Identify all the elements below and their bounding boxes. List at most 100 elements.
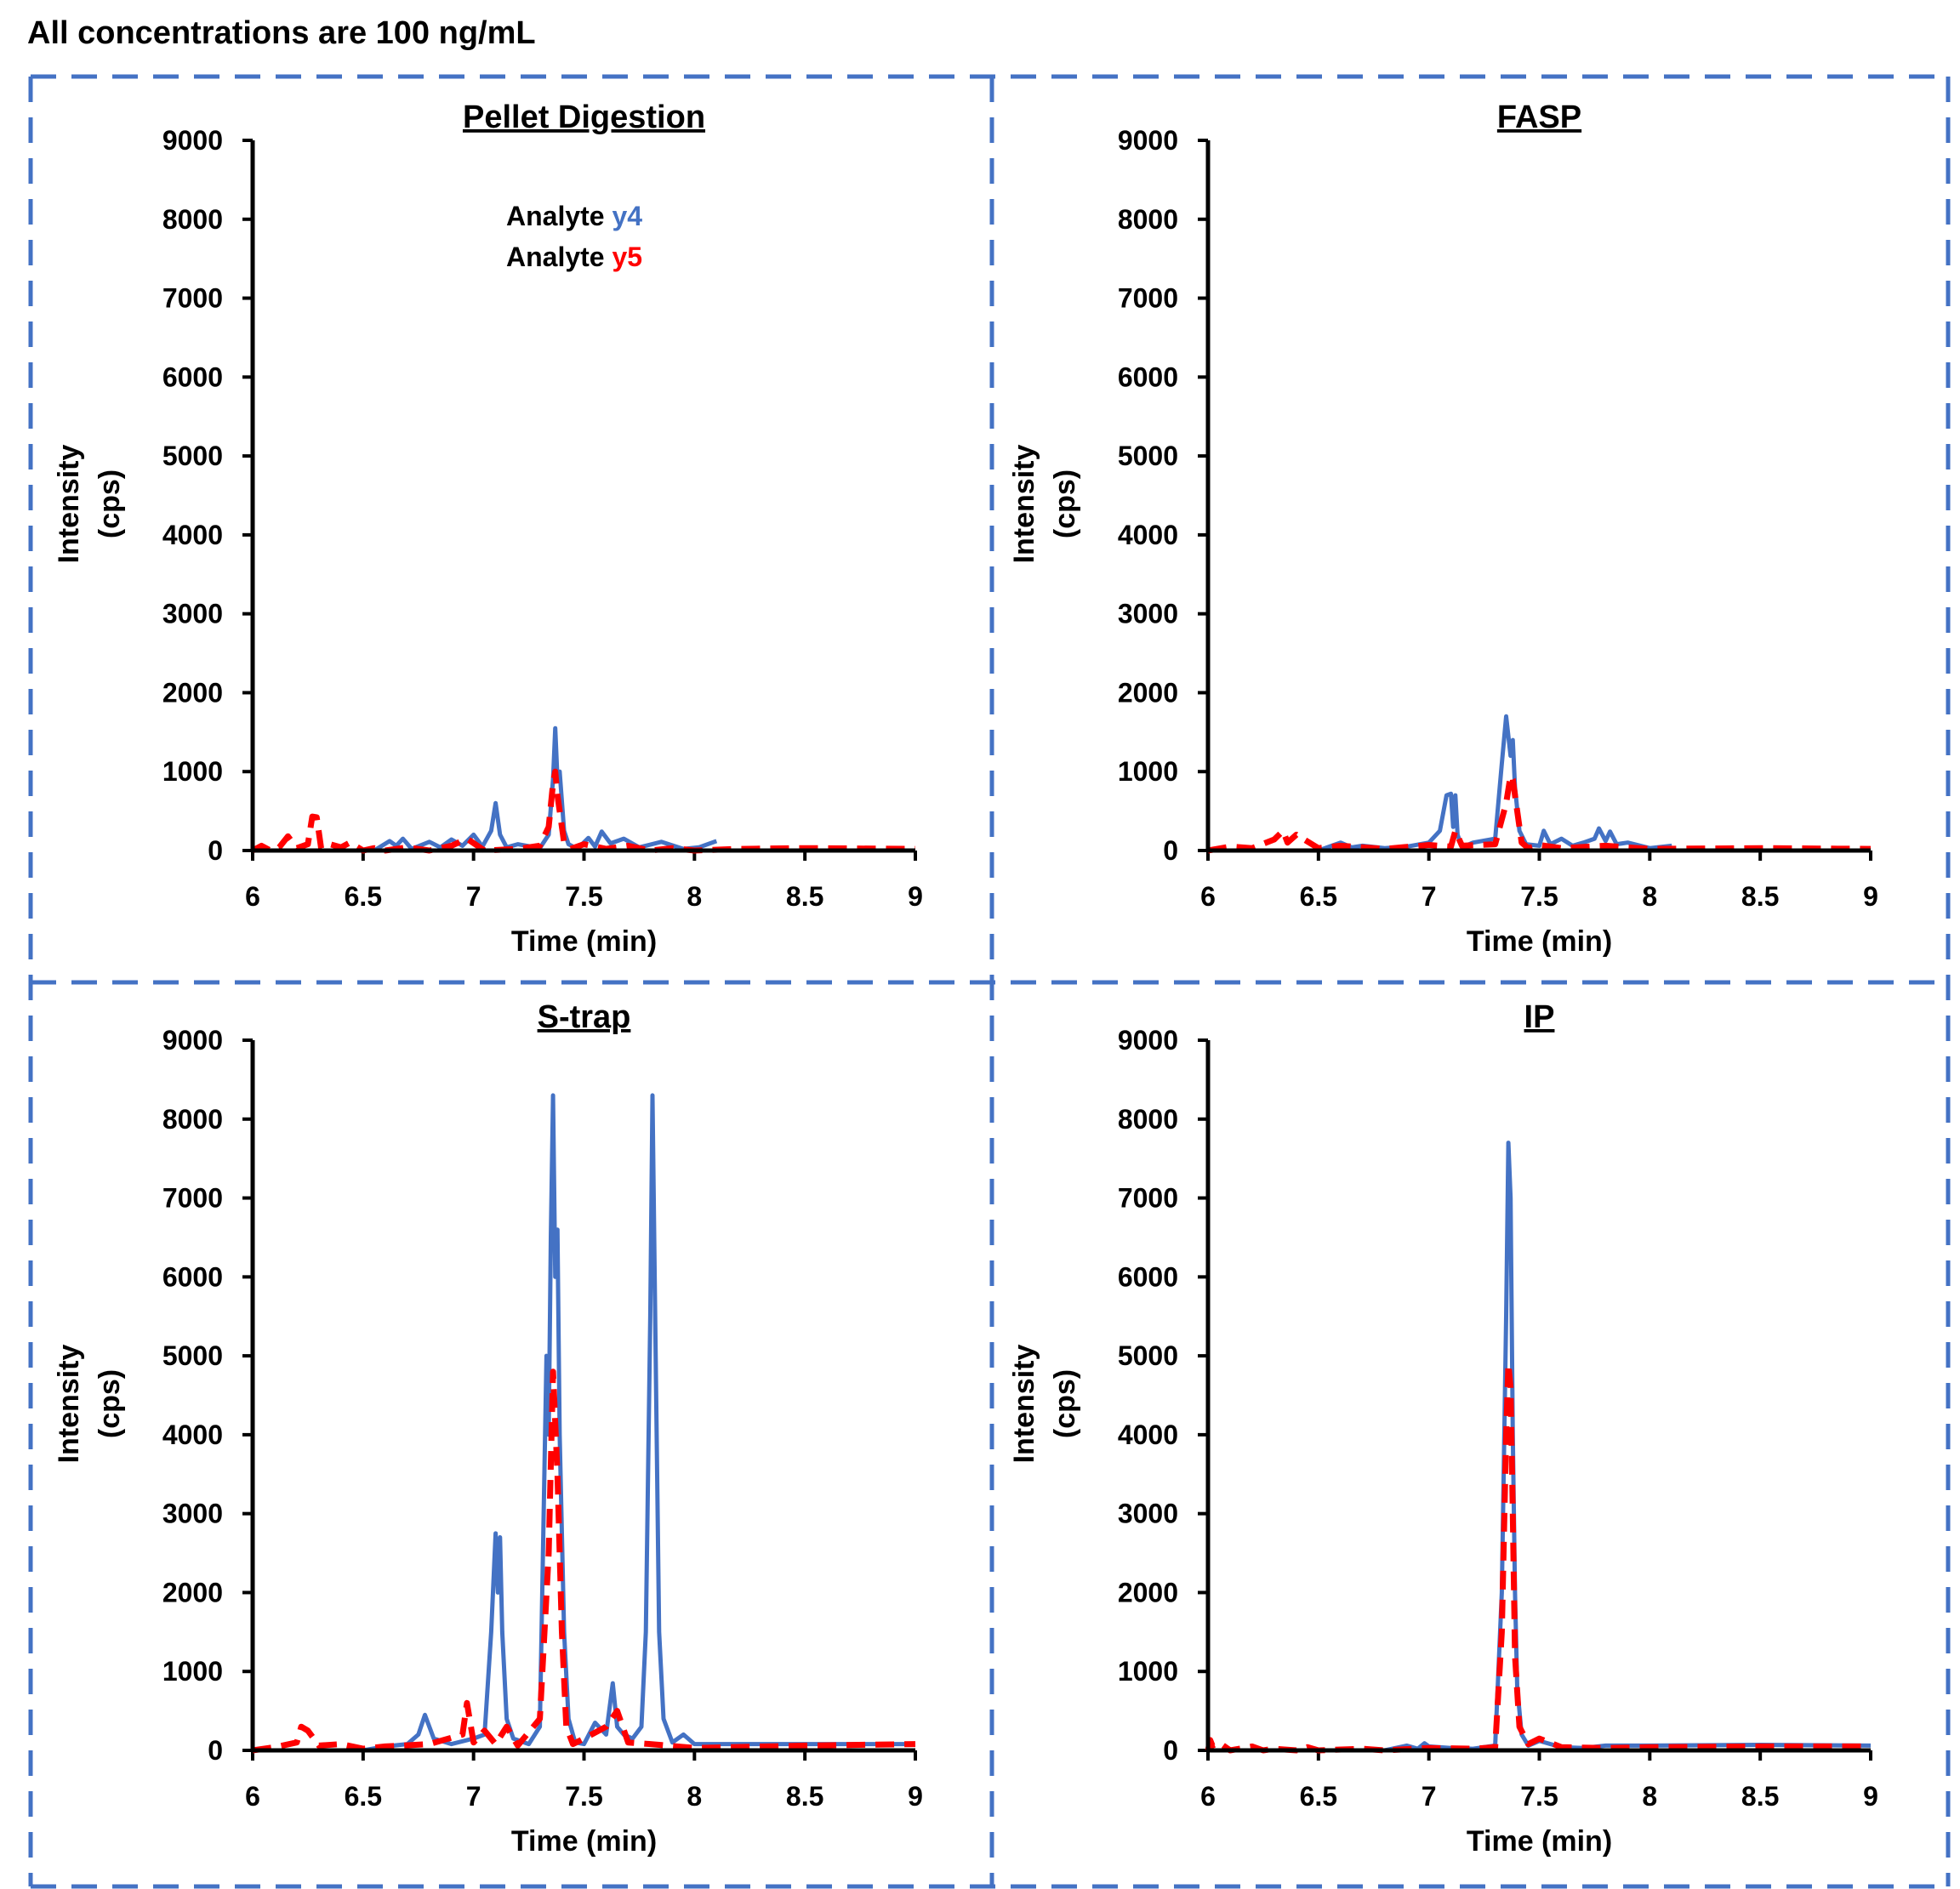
x-tick-label: 8 <box>1642 881 1657 912</box>
y-tick-label: 5000 <box>1118 441 1178 471</box>
x-tick-label: 8 <box>687 881 702 912</box>
y-tick-label: 0 <box>1163 1735 1178 1766</box>
panel-title: FASP <box>1497 100 1581 135</box>
y-axis-title: Intensity (cps) <box>53 1345 126 1464</box>
x-tick-label: 8 <box>1642 1781 1657 1812</box>
y-tick-label: 5000 <box>1118 1340 1178 1371</box>
y-tick-label: 9000 <box>1118 1025 1178 1055</box>
x-tick-label: 7 <box>466 1781 481 1812</box>
y-axis-title-line: (cps) <box>1049 469 1081 538</box>
y-tick-label: 8000 <box>162 204 223 235</box>
panel-pellet-digestion: Pellet Digestion 0 1000 2000 3000 4000 5000 600… <box>53 100 923 958</box>
series-y5-line <box>1207 772 1872 854</box>
x-tick-label: 9 <box>908 1781 923 1812</box>
y-tick-label: 8000 <box>1118 204 1178 235</box>
y-tick-label: 2000 <box>1118 1577 1178 1607</box>
x-tick-label: 7.5 <box>1520 1781 1558 1812</box>
y-tick-label: 2000 <box>162 1577 223 1607</box>
legend-label-y5: y5 <box>612 242 642 272</box>
series-y4-line <box>1317 714 1672 853</box>
panel-fasp: FASP 0 1000 2000 3000 4000 5000 6000 7000 8000 900… <box>1008 100 1878 958</box>
legend-prefix: Analyte <box>506 201 612 231</box>
panel-ip: IP 0 1000 2000 3000 4000 5000 6000 7000 8000 9000 6… <box>1008 999 1878 1858</box>
y-tick-label: 0 <box>1163 835 1178 866</box>
x-tick-label: 8.5 <box>786 881 823 912</box>
x-tick-label: 6.5 <box>1300 1781 1337 1812</box>
x-tick-label: 6.5 <box>345 1781 382 1812</box>
y-tick-label: 1000 <box>1118 1656 1178 1687</box>
x-axis-title: Time (min) <box>511 1825 657 1858</box>
panel-title: S-trap <box>538 999 631 1035</box>
y-tick-label: 9000 <box>1118 125 1178 156</box>
x-tick-label: 9 <box>1863 1781 1878 1812</box>
y-axis-title-line: Intensity <box>53 1345 85 1464</box>
x-tick-label: 7.5 <box>565 1781 602 1812</box>
y-tick-label: 6000 <box>1118 1261 1178 1292</box>
y-tick-label: 4000 <box>162 1420 223 1450</box>
y-axis-title-line: (cps) <box>94 469 126 538</box>
y-tick-label: 3000 <box>1118 1499 1178 1529</box>
y-tick-label: 6000 <box>162 361 223 392</box>
x-tick-label: 8.5 <box>786 1781 823 1812</box>
legend-label-y4: y4 <box>612 201 642 231</box>
y-axis-title-line: (cps) <box>94 1369 126 1438</box>
y-tick-label: 8000 <box>162 1104 223 1135</box>
y-tick-label: 4000 <box>162 520 223 550</box>
y-tick-label: 7000 <box>162 283 223 314</box>
page-title: All concentrations are 100 ng/mL <box>27 15 536 51</box>
y-tick-label: 7000 <box>162 1183 223 1214</box>
series-y5-line <box>1205 1360 1871 1754</box>
y-axis-title-line: (cps) <box>1049 1369 1081 1438</box>
x-tick-label: 7.5 <box>565 881 602 912</box>
y-tick-label: 2000 <box>1118 677 1178 708</box>
y-axis-title: Intensity (cps) <box>1008 1345 1081 1464</box>
y-tick-label: 4000 <box>1118 1420 1178 1450</box>
y-tick-label: 3000 <box>162 599 223 629</box>
y-tick-label: 0 <box>208 835 223 866</box>
legend-entry: Analyte y5 <box>506 242 642 272</box>
series-y4-line <box>373 725 718 853</box>
series-y5-line <box>252 1368 916 1754</box>
legend-prefix: Analyte <box>506 242 612 272</box>
y-tick-label: 5000 <box>162 441 223 471</box>
x-tick-label: 6.5 <box>1300 881 1337 912</box>
x-tick-label: 6 <box>1200 881 1216 912</box>
y-tick-label: 7000 <box>1118 283 1178 314</box>
x-tick-label: 9 <box>908 881 923 912</box>
y-tick-label: 0 <box>208 1735 223 1766</box>
y-axis-title-line: Intensity <box>1008 1345 1040 1464</box>
x-tick-label: 7 <box>1422 1781 1437 1812</box>
x-axis-title: Time (min) <box>1467 925 1612 958</box>
y-tick-label: 2000 <box>162 677 223 708</box>
y-tick-label: 6000 <box>162 1261 223 1292</box>
y-tick-label: 1000 <box>1118 756 1178 787</box>
series-y4-line <box>362 1093 915 1753</box>
x-tick-label: 8 <box>687 1781 702 1812</box>
panel-title: IP <box>1524 999 1555 1035</box>
x-tick-label: 8.5 <box>1741 1781 1779 1812</box>
y-axis-title: Intensity (cps) <box>53 445 126 564</box>
panel-s-trap: S-trap 0 1000 2000 3000 4000 5000 6000 7000 8000 9… <box>53 999 923 1858</box>
series-y4-line <box>1208 1141 1872 1753</box>
y-axis-title: Intensity (cps) <box>1008 445 1081 564</box>
y-tick-label: 8000 <box>1118 1104 1178 1135</box>
y-axis-title-line: Intensity <box>1008 445 1040 564</box>
x-tick-label: 6.5 <box>345 881 382 912</box>
x-tick-label: 6 <box>245 1781 260 1812</box>
y-tick-label: 7000 <box>1118 1183 1178 1214</box>
x-tick-label: 6 <box>245 881 260 912</box>
y-tick-label: 5000 <box>162 1340 223 1371</box>
x-axis-title: Time (min) <box>1467 1825 1612 1858</box>
y-tick-label: 4000 <box>1118 520 1178 550</box>
chart-panels: Pellet Digestion010002000300040005000600… <box>53 100 1878 1858</box>
x-tick-label: 7 <box>466 881 481 912</box>
x-tick-label: 6 <box>1200 1781 1216 1812</box>
x-axis-title: Time (min) <box>511 925 657 958</box>
series-y5-line <box>251 768 916 854</box>
y-axis-title-line: Intensity <box>53 445 85 564</box>
panel-frames <box>28 74 1951 1889</box>
y-tick-label: 1000 <box>162 756 223 787</box>
x-tick-label: 8.5 <box>1741 881 1779 912</box>
